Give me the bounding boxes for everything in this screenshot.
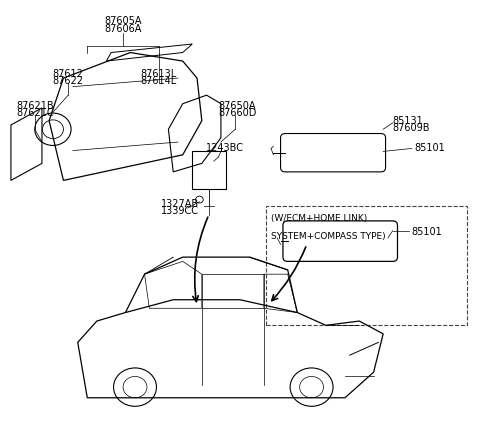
Text: 85131: 85131 bbox=[393, 116, 423, 126]
Text: 87650A: 87650A bbox=[219, 101, 256, 111]
Text: 87621C: 87621C bbox=[16, 108, 54, 118]
Text: 87609B: 87609B bbox=[393, 123, 430, 133]
Bar bbox=[192, 151, 226, 189]
Text: 87614L: 87614L bbox=[141, 76, 177, 86]
Text: 1327AB: 1327AB bbox=[161, 199, 199, 209]
Text: 87622: 87622 bbox=[53, 76, 84, 86]
Text: 85101: 85101 bbox=[414, 143, 445, 154]
Text: 85101: 85101 bbox=[412, 227, 443, 236]
Text: 87621B: 87621B bbox=[16, 101, 54, 111]
Text: SYSTEM+COMPASS TYPE): SYSTEM+COMPASS TYPE) bbox=[271, 232, 385, 241]
Text: 87606A: 87606A bbox=[104, 24, 142, 34]
Text: 1243BC: 1243BC bbox=[206, 143, 244, 154]
Text: 87660D: 87660D bbox=[218, 108, 257, 118]
Text: 87613L: 87613L bbox=[141, 69, 177, 79]
Text: 87612: 87612 bbox=[53, 69, 84, 79]
Text: (W/ECM+HOME LINK): (W/ECM+HOME LINK) bbox=[271, 214, 367, 224]
Text: 87605A: 87605A bbox=[104, 15, 142, 26]
Text: 1339CC: 1339CC bbox=[161, 206, 199, 216]
